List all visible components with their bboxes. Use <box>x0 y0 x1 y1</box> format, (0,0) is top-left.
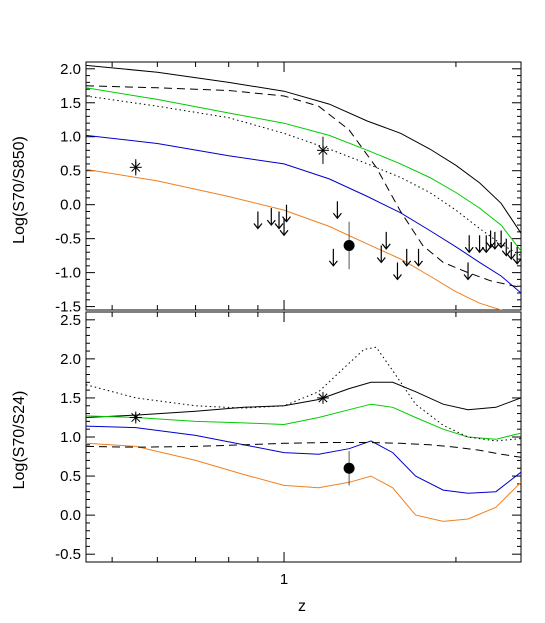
series-line-top-5 <box>86 95 521 257</box>
arrow-head <box>279 229 289 237</box>
arrow-head <box>376 257 386 264</box>
upper-limit-arrow-7 <box>376 245 386 264</box>
upper-limit-arrow-6 <box>332 201 342 220</box>
ytick-label-top: 1.5 <box>60 95 81 112</box>
series-line-bottom-4 <box>86 442 521 458</box>
xtick-label-bottom: 1 <box>280 571 288 588</box>
series-line-bottom-3 <box>86 442 521 522</box>
upper-limit-arrow-8 <box>381 231 391 250</box>
arrow-head <box>328 260 338 267</box>
arrow-head <box>464 246 474 254</box>
arrow-head <box>282 216 291 223</box>
asterisk-stroke <box>318 393 328 403</box>
arrow-head <box>463 274 473 281</box>
ytick-label-bottom: 2.5 <box>60 312 81 329</box>
arrow-head <box>512 258 522 265</box>
upper-limit-arrow-1 <box>266 208 276 227</box>
asterisk-stroke <box>131 412 141 423</box>
upper-limit-arrow-4 <box>282 204 291 223</box>
upper-limit-arrow-16 <box>486 230 496 249</box>
arrow-head <box>274 223 284 230</box>
ytick-label-bottom: 0.5 <box>60 468 81 485</box>
series-line-top-0 <box>86 64 521 234</box>
arrow-head <box>266 219 276 227</box>
arrow-head <box>381 243 391 250</box>
arrow-head <box>490 243 500 250</box>
arrow-head <box>253 223 263 230</box>
ytick-label-top: 0.0 <box>60 197 81 214</box>
ytick-label-top: 2.0 <box>60 61 81 78</box>
ytick-label-bottom: 0.0 <box>60 507 81 524</box>
upper-limit-arrow-17 <box>490 231 500 250</box>
arrow-head <box>481 246 491 254</box>
series-line-top-4 <box>86 85 521 289</box>
upper-limit-arrow-2 <box>274 211 284 230</box>
bottom-panel: -0.5 0.0 0.5 1.0 1.5 2.0 2.5 1 <box>55 311 522 588</box>
upper-limit-arrow-21 <box>512 246 522 265</box>
upper-limit-arrow-15 <box>481 235 491 254</box>
series-line-bottom-2 <box>86 425 521 494</box>
asterisk-point-bottom-1 <box>316 391 329 404</box>
arrow-head <box>393 274 402 281</box>
upper-limit-arrow-3 <box>279 218 289 237</box>
arrow-head <box>414 260 423 267</box>
ytick-label-bottom: 1.5 <box>60 390 81 407</box>
ylabel-bottom: Log(S70/S24) <box>11 391 28 490</box>
upper-limit-arrow-14 <box>475 235 485 254</box>
series-line-top-2 <box>86 134 521 294</box>
arrow-head <box>486 242 496 249</box>
upper-limit-arrow-9 <box>393 262 402 281</box>
ytick-label-bottom: 2.0 <box>60 351 81 368</box>
upper-limit-arrow-11 <box>414 248 423 267</box>
asterisk-point-top-0 <box>129 161 142 174</box>
xlabel: z <box>298 598 306 615</box>
upper-limit-arrow-19 <box>501 238 511 257</box>
ytick-label-top: -1.5 <box>55 299 81 316</box>
arrow-head <box>496 242 506 249</box>
plot-frame-bottom <box>85 311 522 563</box>
upper-limit-arrow-0 <box>253 211 263 230</box>
asterisk-point-bottom-0 <box>129 411 142 424</box>
filled-point-bottom-2 <box>343 462 355 474</box>
arrow-head <box>475 246 485 254</box>
upper-limit-arrow-13 <box>464 235 474 254</box>
ytick-label-bottom: 1.0 <box>60 429 81 446</box>
ytick-label-top: -1.0 <box>55 265 81 282</box>
arrow-head <box>332 212 342 220</box>
asterisk-stroke <box>131 162 141 172</box>
series-line-top-3 <box>86 168 503 310</box>
arrow-head <box>501 250 511 257</box>
ytick-label-top: 1.0 <box>60 129 81 146</box>
upper-limit-arrow-18 <box>496 230 506 249</box>
series-line-bottom-1 <box>86 403 521 440</box>
ytick-label-top: 0.5 <box>60 163 81 180</box>
ylabel-top: Log(S70/S850) <box>11 136 28 244</box>
series-line-bottom-5 <box>86 346 521 442</box>
top-panel: -1.5 -1.0 -0.5 0.0 0.5 1.0 1.5 2.0 <box>55 61 522 316</box>
arrow-head <box>402 260 412 267</box>
upper-limit-arrow-5 <box>328 248 338 267</box>
upper-limit-arrow-20 <box>506 242 516 261</box>
filled-point-top-2 <box>343 239 355 251</box>
series-line-top-1 <box>86 87 521 252</box>
ytick-label-top: -0.5 <box>55 231 81 248</box>
upper-limit-arrow-12 <box>463 262 473 281</box>
upper-limit-arrow-10 <box>402 248 412 267</box>
asterisk-stroke <box>318 145 328 155</box>
asterisk-point-top-1 <box>316 144 329 157</box>
arrow-head <box>506 253 516 261</box>
series-line-bottom-0 <box>86 381 521 418</box>
plot-frame-top <box>85 61 522 311</box>
ytick-label-bottom: -0.5 <box>55 546 81 563</box>
